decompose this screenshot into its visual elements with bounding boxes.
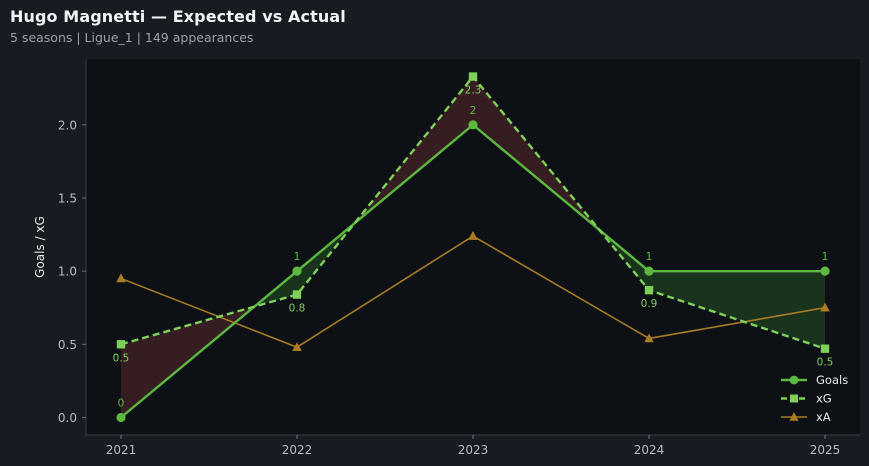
data-labels: 0 1 2 1 1 0.5 0.8 2.3 0.9 0.5 [113, 85, 834, 410]
outperform-fill [297, 223, 355, 295]
goals-data-label: 2 [470, 105, 477, 117]
y-tick-label: 0.0 [58, 411, 77, 425]
xg-point [116, 340, 126, 349]
x-tick-label: 2024 [634, 443, 665, 457]
xg-point [468, 72, 478, 81]
xg-point [292, 290, 302, 299]
goals-point [644, 266, 654, 276]
xg-legend-marker [790, 394, 798, 403]
goals-data-label: 1 [646, 251, 653, 263]
x-tick-label: 2025 [810, 443, 841, 457]
x-tick-label: 2022 [282, 443, 313, 457]
xg-data-label: 0.8 [289, 303, 306, 315]
outperform-fill [599, 229, 649, 291]
axes: 0.0 0.5 1.0 1.5 2.0 2021 2022 2023 2024 2025 [58, 59, 860, 457]
xa-point [292, 342, 302, 352]
outperform-fill [649, 271, 825, 349]
goals-legend-marker [789, 375, 799, 385]
xg-data-label: 2.3 [465, 85, 482, 97]
goals-data-label: 1 [822, 251, 829, 263]
goals-data-label: 1 [294, 251, 301, 263]
xg-point [820, 344, 830, 353]
goals-point [468, 120, 478, 130]
series-group [116, 72, 830, 423]
xa-point [116, 273, 126, 283]
xa-point [468, 230, 478, 240]
y-tick-label: 1.5 [58, 191, 77, 205]
xa-legend-marker [789, 412, 799, 421]
xg-data-label: 0.9 [641, 298, 658, 310]
x-tick-label: 2021 [106, 443, 137, 457]
legend-label: xA [816, 410, 831, 424]
xg-data-label: 0.5 [113, 352, 130, 364]
xa-point [644, 333, 654, 343]
y-axis-label: Goals / xG [33, 216, 47, 278]
x-tick-label: 2023 [458, 443, 489, 457]
xg-point [644, 285, 654, 295]
xg-data-label: 0.5 [817, 357, 834, 369]
chart-title: Hugo Magnetti — Expected vs Actual [10, 7, 346, 26]
y-tick-label: 1.0 [58, 265, 77, 279]
y-tick-label: 2.0 [58, 118, 77, 132]
legend: Goals xG xA [781, 373, 848, 424]
goals-point [292, 266, 302, 276]
chart-subtitle: 5 seasons | Ligue_1 | 149 appearances [10, 30, 254, 45]
goals-data-label: 0 [118, 397, 125, 409]
legend-label: Goals [816, 373, 848, 387]
legend-label: xG [816, 392, 832, 406]
xa-point [820, 302, 830, 312]
goals-point [116, 412, 126, 423]
goals-point [820, 266, 830, 276]
y-tick-label: 0.5 [58, 338, 77, 352]
